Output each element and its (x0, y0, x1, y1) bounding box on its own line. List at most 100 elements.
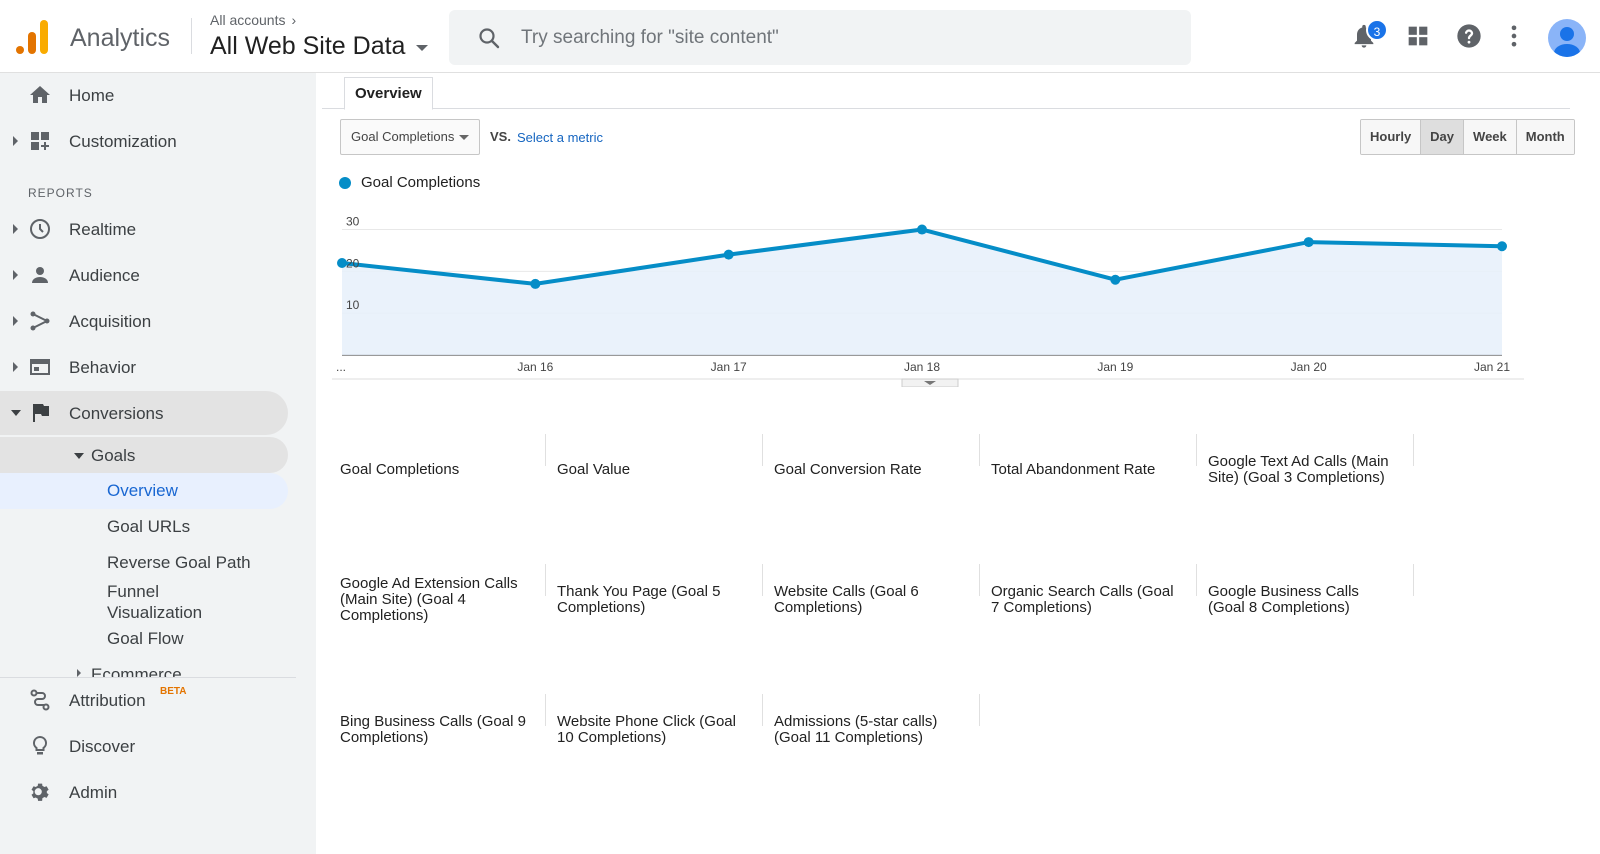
more-vert-icon[interactable] (1500, 22, 1528, 50)
sidebar-subitem-label: Goal Flow (107, 629, 184, 648)
sidebar-item-label: Discover (69, 737, 136, 756)
search-bar[interactable] (449, 10, 1191, 65)
x-tick-label: Jan 18 (904, 360, 940, 374)
scorecard-label: Organic Search Calls (Goal 7 Completions… (991, 583, 1174, 616)
scorecard[interactable]: Google Text Ad Calls (Main Site) (Goal 3… (1208, 434, 1414, 486)
sidebar-item-attribution[interactable]: Attribution BETA (0, 678, 316, 722)
sidebar-subitem-overview[interactable]: Overview (0, 473, 288, 509)
collapse-arrow-icon[interactable] (11, 410, 21, 416)
select-metric-link[interactable]: Select a metric (517, 130, 603, 145)
sidebar-item-label: Behavior (69, 358, 137, 377)
expand-arrow-icon[interactable] (13, 270, 18, 280)
scorecard-label: Website Calls (Goal 6 Completions) (774, 583, 919, 616)
scorecard-label: Admissions (5-star calls) (Goal 11 Compl… (774, 713, 938, 746)
scorecard[interactable]: Google Business Calls (Goal 8 Completion… (1208, 564, 1414, 616)
sidebar-item-realtime[interactable]: Realtime (0, 207, 316, 251)
expand-arrow-icon[interactable] (77, 669, 81, 677)
sidebar-item-label: Acquisition (69, 312, 152, 331)
data-point[interactable] (917, 224, 927, 235)
apps-grid-icon[interactable] (1404, 22, 1432, 50)
scorecard[interactable]: Google Ad Extension Calls (Main Site) (G… (340, 564, 546, 624)
data-point[interactable] (723, 249, 734, 260)
data-point[interactable] (1303, 237, 1314, 248)
expand-arrow-icon[interactable] (13, 224, 18, 234)
person-icon (32, 267, 48, 283)
sidebar-subitem-reverse-goal-path[interactable]: Reverse Goal Path (0, 545, 288, 581)
goal-completions-chart[interactable]: ... Jan 16 Jan 17 Jan 18 Jan 19 Jan 20 Jan 21 … (332, 197, 1572, 387)
x-tick-label: ... (336, 360, 346, 374)
sidebar-subitem-ecommerce[interactable]: Ecommerce (0, 663, 288, 677)
x-tick-label: Jan 17 (711, 360, 747, 374)
avatar[interactable] (1548, 19, 1586, 57)
caret-down-icon[interactable] (416, 45, 428, 51)
month-button[interactable]: Month (1516, 120, 1574, 154)
sidebar-subitem-goal-flow[interactable]: Goal Flow (0, 627, 288, 663)
caret-down-icon (459, 135, 469, 140)
sidebar-item-label: Conversions (69, 404, 164, 423)
expand-arrow-icon[interactable] (13, 136, 18, 146)
sidebar: Home Customization REPORTS Realtime Audi… (0, 73, 316, 854)
sidebar-item-acquisition[interactable]: Acquisition (0, 299, 316, 343)
sidebar-item-label: Attribution (69, 691, 146, 710)
chevron-right-icon: › (291, 12, 297, 28)
analytics-logo[interactable] (16, 18, 52, 54)
sidebar-subitem-goal-urls[interactable]: Goal URLs (0, 509, 288, 545)
y-tick-label: 30 (346, 215, 360, 229)
scorecard[interactable]: Goal Conversion Rate (774, 434, 980, 478)
account-breadcrumb-label: All accounts (210, 12, 286, 28)
sidebar-subitem-label: Funnel Visualization (107, 582, 203, 622)
vs-label: VS. (490, 129, 511, 144)
search-input[interactable] (521, 22, 1161, 54)
sidebar-item-audience[interactable]: Audience (0, 253, 316, 297)
scorecard[interactable]: Goal Completions (340, 434, 546, 478)
acquisition-icon (30, 311, 50, 331)
hourly-button[interactable]: Hourly (1361, 120, 1422, 154)
flag-icon (33, 404, 49, 422)
y-tick-label: 20 (346, 256, 360, 270)
data-point[interactable] (1110, 274, 1121, 285)
scorecard[interactable]: Goal Value (557, 434, 763, 478)
sidebar-item-conversions[interactable]: Conversions (0, 391, 288, 435)
expand-arrow-icon[interactable] (13, 362, 18, 372)
sidebar-item-customization[interactable]: Customization (0, 119, 316, 163)
help-icon[interactable] (1455, 22, 1483, 50)
sidebar-subitem-label: Reverse Goal Path (107, 553, 251, 572)
tab-overview[interactable]: Overview (344, 77, 433, 110)
week-button[interactable]: Week (1464, 120, 1517, 154)
gear-icon (31, 783, 49, 801)
scorecard-label: Bing Business Calls (Goal 9 Completions) (340, 713, 526, 746)
scorecard-label: Website Phone Click (Goal 10 Completions… (557, 713, 736, 746)
day-button[interactable]: Day (1421, 120, 1465, 154)
legend-swatch (339, 177, 351, 189)
clock-icon (30, 219, 50, 239)
scorecard[interactable]: Total Abandonment Rate (991, 434, 1197, 478)
account-breadcrumb[interactable]: All accounts › (210, 12, 296, 28)
scorecard[interactable]: Admissions (5-star calls) (Goal 11 Compl… (774, 694, 980, 746)
data-point[interactable] (1497, 241, 1507, 252)
sidebar-divider (0, 677, 296, 678)
sidebar-item-home[interactable]: Home (0, 73, 316, 117)
notification-badge: 3 (1366, 19, 1388, 41)
data-point[interactable] (530, 278, 541, 289)
scorecard[interactable]: Bing Business Calls (Goal 9 Completions) (340, 694, 546, 746)
scorecard[interactable]: Website Calls (Goal 6 Completions) (774, 564, 980, 616)
expand-arrow-icon[interactable] (13, 316, 18, 326)
sidebar-item-behavior[interactable]: Behavior (0, 345, 316, 389)
data-point[interactable] (337, 258, 347, 268)
scorecard[interactable]: Website Phone Click (Goal 10 Completions… (557, 694, 763, 746)
sidebar-subitem-funnel-visualization[interactable]: Funnel Visualization (0, 581, 288, 623)
x-tick-label: Jan 21 (1474, 360, 1510, 374)
behavior-icon (30, 359, 50, 375)
header-divider (191, 18, 192, 54)
metric-select[interactable]: Goal Completions (340, 119, 480, 155)
sidebar-subitem-goals[interactable]: Goals (0, 437, 288, 473)
sidebar-item-discover[interactable]: Discover (0, 724, 316, 768)
collapse-arrow-icon[interactable] (74, 453, 84, 459)
scorecard[interactable]: Thank You Page (Goal 5 Completions) (557, 564, 763, 616)
view-selector[interactable]: All Web Site Data (210, 32, 406, 60)
x-tick-label: Jan 19 (1097, 360, 1133, 374)
scorecard[interactable]: Organic Search Calls (Goal 7 Completions… (991, 564, 1197, 616)
sidebar-item-admin[interactable]: Admin (0, 770, 316, 814)
sidebar-item-label: Realtime (69, 220, 137, 239)
reports-section-label: REPORTS (28, 186, 93, 200)
